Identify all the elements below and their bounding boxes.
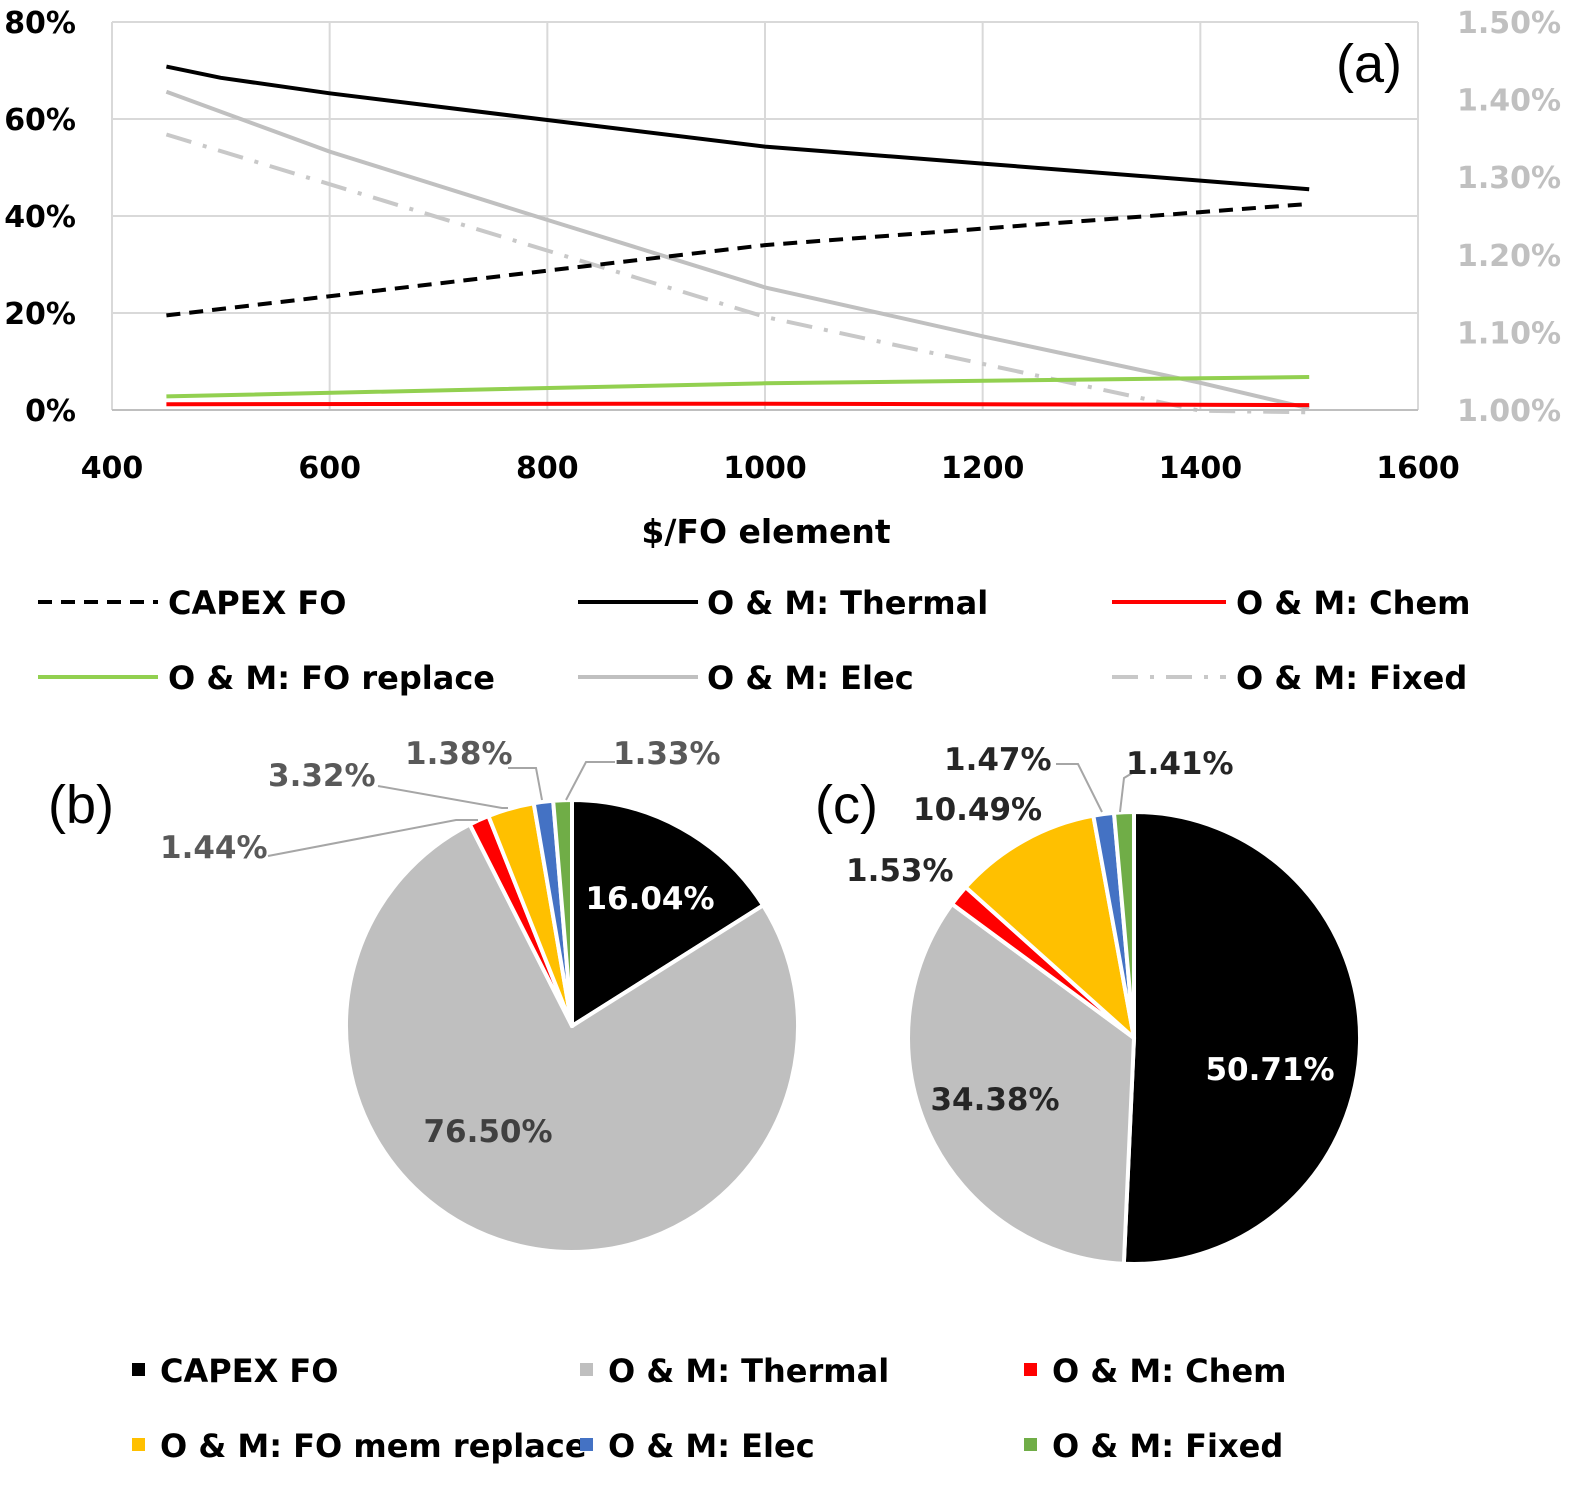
line-legend: CAPEX FO O & M: Thermal O & M: Chem O & M: … — [38, 584, 1470, 697]
leader-line — [377, 785, 508, 809]
panel-label-b: (b) — [48, 775, 114, 835]
leader-line — [267, 819, 478, 857]
y-right-tick-label: 1.30% — [1457, 161, 1561, 196]
x-tick-label: 400 — [81, 451, 144, 486]
data-label-o-m-chem: 1.44% — [160, 830, 268, 866]
pie-slice-o-m-thermal — [906, 902, 1136, 1266]
legend-label-o-m-fixed: O & M: Fixed — [1236, 659, 1467, 697]
pie-slices — [344, 798, 800, 1254]
legend-label-o-m-elec: O & M: Elec — [707, 659, 914, 697]
data-label-o-m-elec: 1.47% — [944, 742, 1052, 778]
pie-chart-b: (b) 16.04% 76.50% 1.44%3.32% 1.38% 1.33% — [48, 736, 800, 1254]
pie-slice-o-m-thermal — [344, 822, 800, 1254]
leader-line — [1119, 771, 1135, 813]
legend-label-o-m-fo-mem-replace: O & M: FO mem replace — [160, 1427, 587, 1465]
pie-slice-o-m-fo-mem-replace — [963, 813, 1136, 1040]
data-label-capex-fo: 50.71% — [1205, 1052, 1334, 1088]
panel-label-a: (a) — [1336, 34, 1402, 94]
y-left-tick-label: 20% — [4, 297, 76, 332]
pie-slices — [906, 810, 1362, 1266]
y-left-tick-label: 80% — [4, 6, 76, 41]
x-tick-label: 600 — [298, 451, 361, 486]
series-line-o-m-fo-replace — [166, 375, 1310, 399]
data-label-o-m-fo-mem-replace: 3.32% — [268, 758, 376, 794]
data-labels: 16.04% 76.50% 1.44%3.32% 1.38% 1.33% — [160, 736, 721, 1150]
x-tick-label: 1600 — [1376, 451, 1460, 486]
y-left-tick-label: 40% — [4, 200, 76, 235]
legend-label-o-m-thermal: O & M: Thermal — [608, 1352, 889, 1390]
legend-label-o-m-chem: O & M: Chem — [1052, 1352, 1286, 1390]
legend-swatch-o-m-fixed — [1024, 1438, 1037, 1451]
data-label-o-m-chem: 1.53% — [846, 853, 954, 889]
leader-lines — [267, 761, 615, 857]
panel-label-c: (c) — [815, 775, 878, 835]
data-label-o-m-fixed: 1.41% — [1126, 746, 1234, 782]
legend-label-o-m-chem: O & M: Chem — [1236, 584, 1470, 622]
y-right-tick-label: 1.10% — [1457, 316, 1561, 351]
leader-line — [565, 761, 615, 801]
x-tick-label: 1000 — [723, 451, 807, 486]
pie-slice-o-m-fixed — [1112, 810, 1136, 1040]
series-line-o-m-chem — [166, 401, 1310, 408]
legend-label-capex-fo: CAPEX FO — [160, 1352, 338, 1390]
series-line-capex-fo — [166, 201, 1310, 318]
legend-label-o-m-fixed: O & M: Fixed — [1052, 1427, 1283, 1465]
gridlines — [111, 21, 1419, 411]
x-tick-label: 1400 — [1159, 451, 1243, 486]
pie-legend: CAPEX FO O & M: Thermal O & M: Chem O & M: … — [132, 1352, 1286, 1465]
pie-chart-c: (c) 50.71% 34.38% 1.53% 10.49% 1.47% 1.41% — [815, 742, 1362, 1266]
pie-slice-o-m-fixed — [551, 798, 574, 1028]
legend-swatch-capex-fo — [132, 1363, 145, 1376]
legend-label-o-m-fo-replace: O & M: FO replace — [168, 659, 495, 697]
series-line-o-m-elec — [165, 89, 1310, 411]
legend-swatch-o-m-fo-mem-replace — [132, 1438, 145, 1451]
data-label-capex-fo: 16.04% — [585, 881, 714, 917]
pie-slice-capex-fo — [1121, 810, 1362, 1266]
y-left-tick-label: 0% — [25, 394, 76, 429]
data-labels: 50.71% 34.38% 1.53% 10.49% 1.47% 1.41% — [846, 742, 1335, 1118]
axes: 400 600 800 1000 1200 1400 1600 0% 20% 40% 60% 80% 1… — [4, 6, 1561, 486]
y-right-tick-label: 1.50% — [1457, 6, 1561, 41]
series-line-o-m-fixed — [165, 132, 1310, 415]
pie-slice-capex-fo — [570, 798, 766, 1028]
legend-swatch-o-m-chem — [1024, 1363, 1037, 1376]
data-label-o-m-thermal: 76.50% — [423, 1114, 552, 1150]
x-tick-label: 800 — [516, 451, 579, 486]
y-left-tick-label: 60% — [4, 103, 76, 138]
data-label-o-m-fixed: 1.33% — [613, 736, 721, 772]
leader-lines — [1056, 763, 1135, 813]
series-line-o-m-thermal — [165, 64, 1310, 192]
series-lines — [165, 64, 1310, 415]
legend-label-capex-fo: CAPEX FO — [168, 584, 346, 622]
line-chart-a: 400 600 800 1000 1200 1400 1600 0% 20% 40% 60% 80% 1… — [4, 6, 1561, 697]
data-label-o-m-thermal: 34.38% — [930, 1082, 1059, 1118]
y-right-tick-label: 1.20% — [1457, 239, 1561, 274]
y-right-tick-label: 1.00% — [1457, 394, 1561, 429]
legend-swatch-o-m-elec — [580, 1438, 593, 1451]
data-label-o-m-elec: 1.38% — [405, 736, 513, 772]
legend-label-o-m-thermal: O & M: Thermal — [707, 584, 988, 622]
legend-label-o-m-elec: O & M: Elec — [608, 1427, 815, 1465]
x-axis-title: $/FO element — [641, 512, 890, 551]
leader-line — [1056, 763, 1103, 813]
x-tick-label: 1200 — [941, 451, 1025, 486]
leader-line — [508, 767, 543, 801]
data-label-o-m-fo-mem-replace: 10.49% — [913, 792, 1042, 828]
y-right-tick-label: 1.40% — [1457, 84, 1561, 119]
legend-swatch-o-m-thermal — [580, 1363, 593, 1376]
